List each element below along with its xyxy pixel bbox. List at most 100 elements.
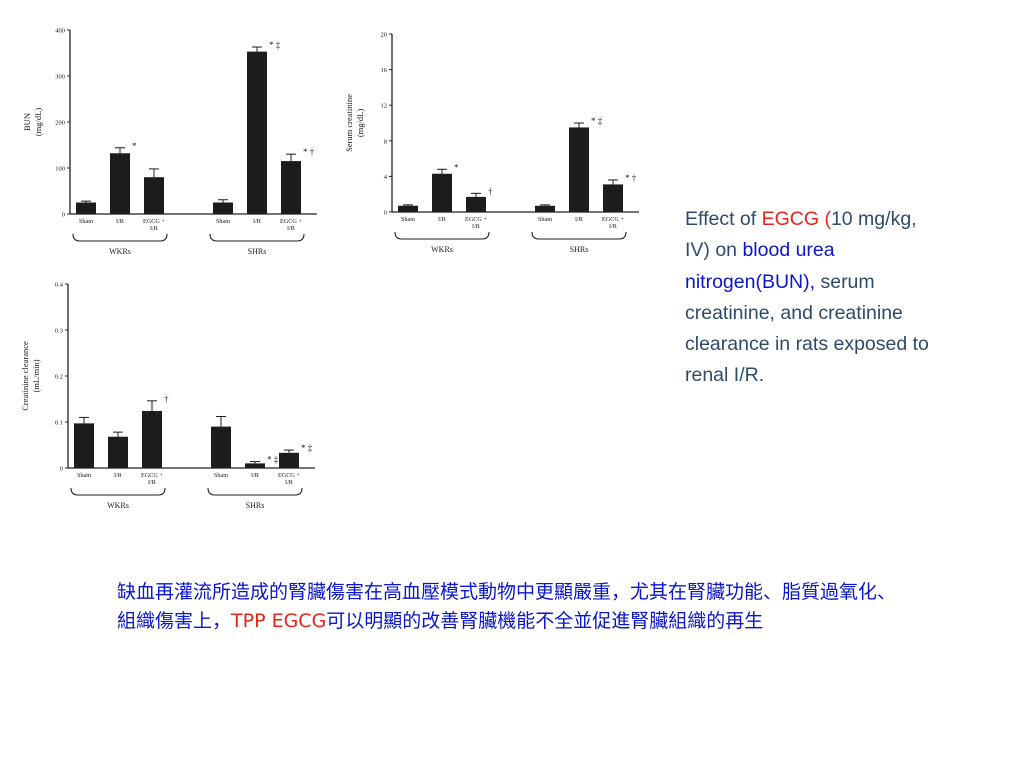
category-label: EGCG + xyxy=(143,218,165,225)
y-tick-label: 200 xyxy=(55,120,65,127)
category-label: I/R xyxy=(251,472,260,479)
y-tick-label: 0 xyxy=(62,212,65,219)
significance-marker: † xyxy=(164,394,169,404)
y-axis-label: Serum creatinine xyxy=(344,94,354,152)
note-part2: 可以明顯的改善腎臟機能不全並促進腎臟組織的再生 xyxy=(326,610,764,632)
group-bracket xyxy=(209,233,305,242)
category-label: I/R xyxy=(285,479,294,486)
bar xyxy=(281,161,301,214)
y-tick-label: 400 xyxy=(55,28,65,35)
group-label: SHRs xyxy=(570,245,589,254)
bar xyxy=(432,173,452,212)
bar xyxy=(108,436,128,468)
figure-caption: Effect of EGCG (10 mg/kg, IV) on blood u… xyxy=(685,204,940,392)
bar xyxy=(603,184,623,212)
y-axis-label: BUN xyxy=(22,113,32,131)
bar xyxy=(279,452,299,468)
serum-creatinine-chart: 0 4 8 12 16 20 Serum creatinine (mg/dL) Sham * I/R… xyxy=(340,22,660,266)
group-bracket xyxy=(394,231,490,240)
category-label: EGCG + xyxy=(465,216,487,223)
category-label: I/R xyxy=(148,479,157,486)
category-label: Sham xyxy=(214,472,228,479)
y-axis-label: Creatinine clearance xyxy=(20,341,30,411)
group-label: WKRs xyxy=(431,245,453,254)
y-tick-label: 0.3 xyxy=(55,328,63,335)
y-tick-label: 16 xyxy=(381,67,388,74)
category-label: I/R xyxy=(438,216,447,223)
category-label: I/R xyxy=(287,225,296,232)
significance-marker: * ‡ xyxy=(269,40,281,50)
category-label: EGCG + xyxy=(278,472,300,479)
caption-prefix: Effect of xyxy=(685,208,762,230)
bar xyxy=(211,426,231,468)
y-axis-label: (mL/min) xyxy=(31,359,41,392)
bun-chart: 0 100 200 300 400 BUN (mg/dL) Sham * I/R EGCG + I/R… xyxy=(10,18,330,266)
y-tick-label: 0 xyxy=(60,466,63,473)
bar xyxy=(569,127,589,212)
y-tick-label: 0.2 xyxy=(55,374,63,381)
y-tick-label: 0.4 xyxy=(55,282,64,289)
y-tick-label: 8 xyxy=(384,138,387,145)
category-label: I/R xyxy=(150,225,159,232)
y-tick-label: 20 xyxy=(381,32,388,39)
y-tick-label: 300 xyxy=(55,74,65,81)
bar xyxy=(245,463,265,468)
group-bracket xyxy=(531,231,627,240)
y-axis-label: (mg/dL) xyxy=(355,109,365,137)
significance-marker: * † xyxy=(303,147,315,157)
category-label: I/R xyxy=(114,472,123,479)
category-label: EGCG + xyxy=(141,472,163,479)
category-label: I/R xyxy=(116,218,125,225)
y-tick-label: 4 xyxy=(384,174,388,181)
significance-marker: * xyxy=(132,141,137,151)
bar xyxy=(247,51,267,215)
category-label: Sham xyxy=(216,218,230,225)
category-label: EGCG + xyxy=(602,216,624,223)
significance-marker: * ‡ xyxy=(267,455,279,465)
note-part1: 缺血再灌流所造成的腎臟傷害在高血壓模式動物中更顯嚴重，尤其在腎臟功能、脂質過氧化… xyxy=(117,581,897,632)
bar xyxy=(110,153,130,214)
group-bracket xyxy=(70,487,166,496)
significance-marker: † xyxy=(488,186,493,196)
y-tick-label: 0 xyxy=(384,210,387,217)
y-axis-label: (mg/dL) xyxy=(33,108,43,136)
category-label: Sham xyxy=(79,218,93,225)
category-label: I/R xyxy=(472,223,481,230)
creatinine-clearance-chart: 0 0.1 0.2 0.3 0.4 Creatinine clearance (mL/min… xyxy=(10,272,330,520)
group-bracket xyxy=(207,487,303,496)
caption-targets: blood urea nitrogen(BUN), xyxy=(685,239,835,293)
y-tick-label: 0.1 xyxy=(55,420,63,427)
summary-note: 缺血再灌流所造成的腎臟傷害在高血壓模式動物中更顯嚴重，尤其在腎臟功能、脂質過氧化… xyxy=(117,578,907,636)
category-label: I/R xyxy=(609,223,618,230)
category-label: Sham xyxy=(538,216,552,223)
bar xyxy=(535,205,555,212)
caption-dose: 10 mg/kg, IV) on xyxy=(685,208,917,262)
category-label: EGCG + xyxy=(280,218,302,225)
significance-marker: * ‡ xyxy=(301,443,313,453)
bar xyxy=(144,177,164,214)
significance-marker: * † xyxy=(625,173,637,183)
category-label: Sham xyxy=(401,216,415,223)
category-label: I/R xyxy=(253,218,262,225)
category-label: Sham xyxy=(77,472,91,479)
bar xyxy=(398,205,418,212)
y-tick-label: 12 xyxy=(381,103,388,110)
significance-marker: * ‡ xyxy=(591,116,603,126)
y-tick-label: 100 xyxy=(55,166,65,173)
group-label: SHRs xyxy=(248,247,267,256)
group-label: SHRs xyxy=(246,501,265,510)
caption-rest: serum creatinine, and creatinine clearan… xyxy=(685,270,929,387)
significance-marker: * xyxy=(454,162,459,172)
bar xyxy=(142,410,162,468)
bar xyxy=(76,202,96,214)
caption-egcg: EGCG ( xyxy=(761,208,831,230)
creatinine-clearance-chart-svg: 0 0.1 0.2 0.3 0.4 Creatinine clearance (mL/min… xyxy=(20,282,315,510)
group-bracket xyxy=(72,233,168,242)
category-label: I/R xyxy=(575,216,584,223)
note-highlight: TPP EGCG xyxy=(231,610,327,632)
group-label: WKRs xyxy=(107,501,129,510)
serum-creatinine-chart-svg: 0 4 8 12 16 20 Serum creatinine (mg/dL) Sham * I/R… xyxy=(344,32,639,254)
bar xyxy=(74,423,94,468)
